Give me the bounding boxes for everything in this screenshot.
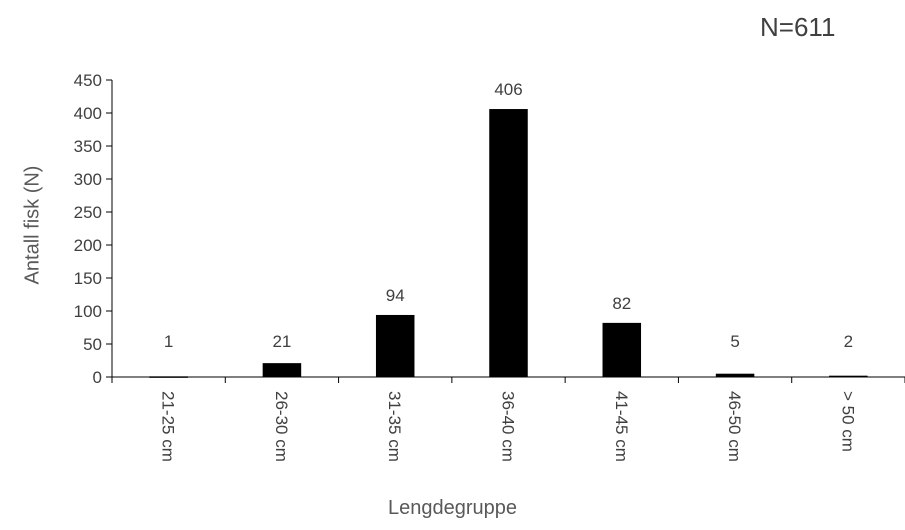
x-tick-label: 41-45 cm <box>612 391 631 462</box>
data-label: 82 <box>612 294 631 313</box>
x-tick-label: 26-30 cm <box>272 391 291 462</box>
x-tick-label: 46-50 cm <box>725 391 744 462</box>
bar <box>829 375 868 378</box>
data-label: 2 <box>844 332 853 351</box>
data-label: 5 <box>730 332 739 351</box>
x-tick-label: 31-35 cm <box>385 391 404 462</box>
bar <box>602 322 642 377</box>
y-tick-label: 250 <box>74 203 102 222</box>
chart-tick-labels: 0 50 100 150 200 250 300 350 400 450 21-25 cm 26-30… <box>74 71 858 462</box>
y-tick-label: 400 <box>74 104 102 123</box>
bar <box>715 373 755 377</box>
data-label: 21 <box>272 332 291 351</box>
x-tick-label: 36-40 cm <box>499 391 518 462</box>
bar <box>375 314 415 377</box>
y-tick-label: 350 <box>74 137 102 156</box>
data-label: 94 <box>386 286 405 305</box>
x-tick-label: > 50 cm <box>838 391 857 452</box>
bar <box>489 109 528 377</box>
x-axis-title: Lengdegruppe <box>387 497 517 519</box>
chart-data-labels: 1 21 94 406 82 5 2 <box>164 80 853 351</box>
x-tick-label: 21-25 cm <box>159 391 178 462</box>
y-tick-label: 100 <box>74 302 102 321</box>
y-tick-label: 300 <box>74 170 102 189</box>
y-tick-label: 150 <box>74 269 102 288</box>
y-tick-label: 50 <box>83 335 102 354</box>
chart-bars <box>149 109 868 378</box>
bar <box>149 376 188 378</box>
y-tick-label: 450 <box>74 71 102 90</box>
y-tick-label: 200 <box>74 236 102 255</box>
sample-size-annotation: N=611 <box>760 12 836 42</box>
y-tick-label: 0 <box>93 368 102 387</box>
y-axis-title: Antall fisk (N) <box>21 165 44 285</box>
bar <box>262 363 302 377</box>
data-label: 1 <box>164 332 173 351</box>
data-label: 406 <box>494 80 522 99</box>
